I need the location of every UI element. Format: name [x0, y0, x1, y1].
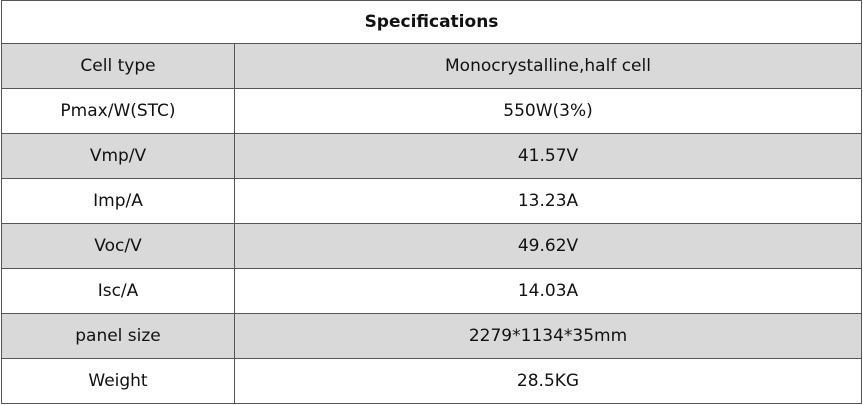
spec-value: 28.5KG	[234, 358, 862, 404]
spec-row: Imp/A 13.23A	[1, 178, 862, 224]
spec-row: Pmax/W(STC) 550W(3%)	[1, 88, 862, 134]
spec-label: Weight	[1, 358, 235, 404]
title-row: Specifications	[1, 0, 862, 44]
spec-label: Cell type	[1, 43, 235, 89]
spec-label: Pmax/W(STC)	[1, 88, 235, 134]
spec-label: Vmp/V	[1, 133, 235, 179]
spec-value: 550W(3%)	[234, 88, 862, 134]
table-title: Specifications	[1, 0, 862, 44]
spec-value: 2279*1134*35mm	[234, 313, 862, 359]
spec-label: Imp/A	[1, 178, 235, 224]
spec-label: panel size	[1, 313, 235, 359]
spec-row: Isc/A 14.03A	[1, 268, 862, 314]
spec-row: Voc/V 49.62V	[1, 223, 862, 269]
spec-value: 41.57V	[234, 133, 862, 179]
spec-label: Voc/V	[1, 223, 235, 269]
spec-value: 13.23A	[234, 178, 862, 224]
spec-value: 49.62V	[234, 223, 862, 269]
spec-value: Monocrystalline,half cell	[234, 43, 862, 89]
spec-value: 14.03A	[234, 268, 862, 314]
spec-row: panel size 2279*1134*35mm	[1, 313, 862, 359]
spec-label: Isc/A	[1, 268, 235, 314]
spec-row: Vmp/V 41.57V	[1, 133, 862, 179]
spec-row: Weight 28.5KG	[1, 358, 862, 404]
spec-row: Cell type Monocrystalline,half cell	[1, 43, 862, 89]
